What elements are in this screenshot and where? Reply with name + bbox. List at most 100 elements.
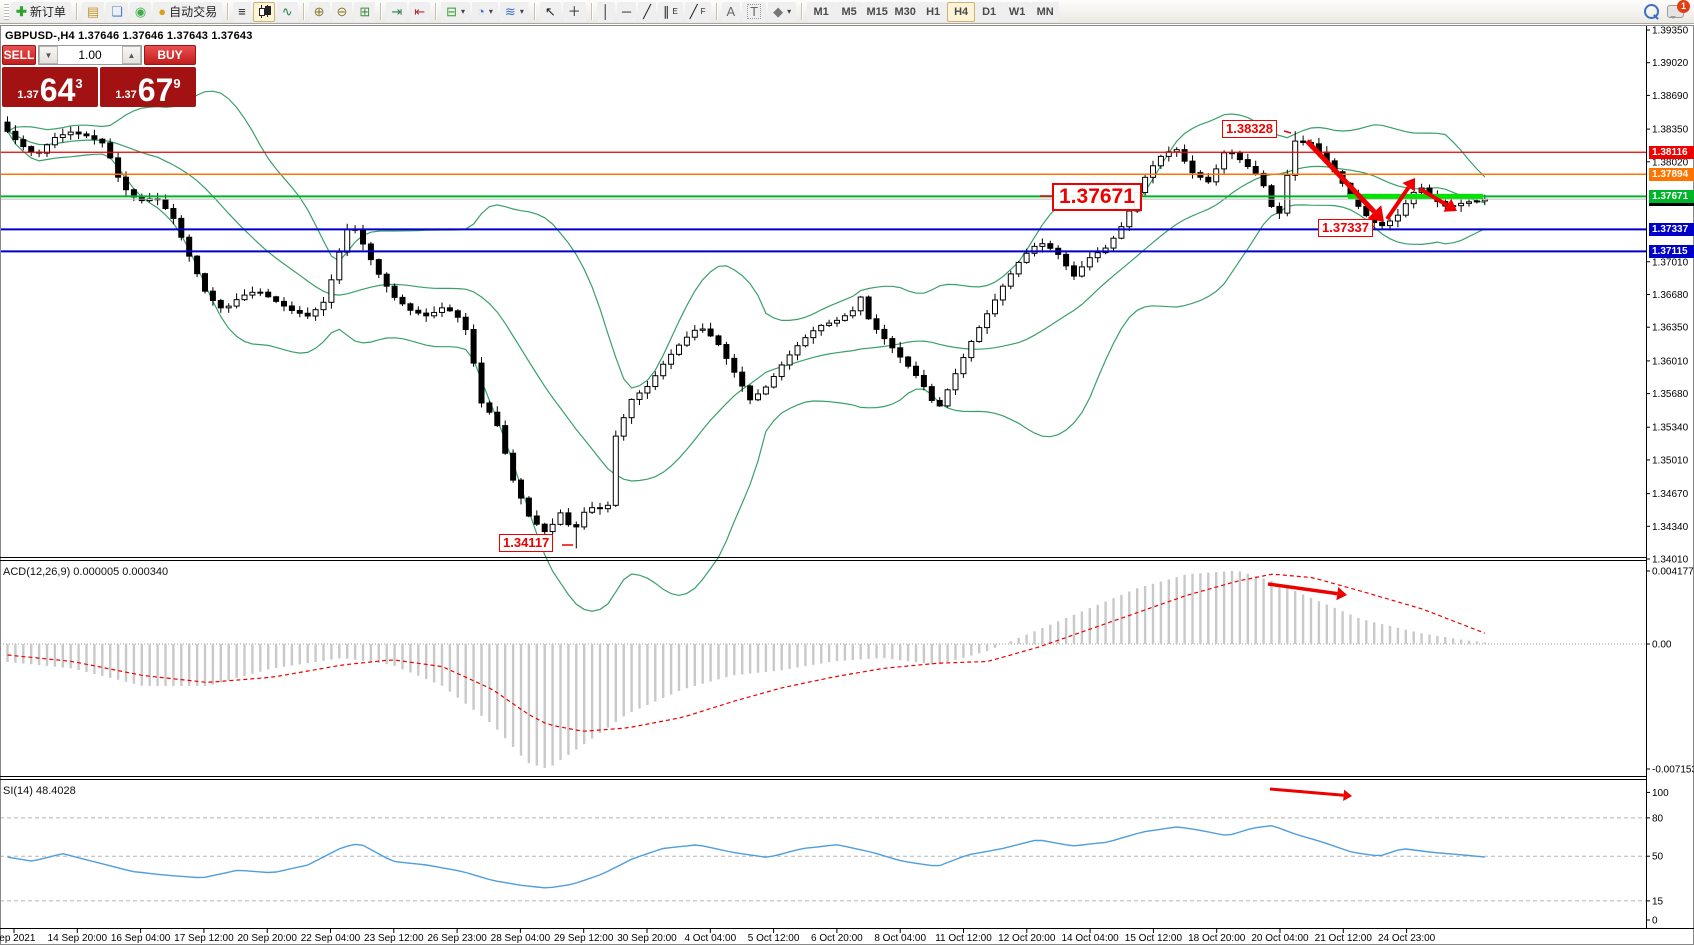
chat-icon[interactable]: 1 bbox=[1667, 0, 1690, 19]
zoom-in-icon: ⊕ bbox=[313, 4, 325, 19]
tab-timeframe-m30[interactable]: M30 bbox=[891, 1, 920, 22]
svg-text:-0.007153: -0.007153 bbox=[1652, 765, 1694, 776]
time-axis-label: 28 Sep 04:00 bbox=[491, 933, 551, 944]
annotation-swing-low-price[interactable]: 1.37337 bbox=[1318, 219, 1373, 237]
templates-button[interactable]: ⊟ ▾ bbox=[441, 1, 471, 22]
candlestick-chart-icon bbox=[258, 5, 271, 18]
volume-increase-button[interactable]: ▲ bbox=[122, 46, 141, 64]
data-window-button[interactable]: ❏ bbox=[106, 1, 128, 22]
sell-price-display[interactable]: 1.37 64 3 bbox=[2, 67, 98, 107]
svg-text:15: 15 bbox=[1652, 896, 1664, 907]
tab-timeframe-m15[interactable]: M15 bbox=[863, 1, 892, 22]
chart-shift-icon: ⇤ bbox=[414, 4, 426, 19]
svg-text:1.36350: 1.36350 bbox=[1652, 323, 1689, 334]
candlestick-chart-button[interactable] bbox=[252, 1, 275, 22]
bar-chart-button[interactable]: ≡ bbox=[233, 1, 251, 22]
time-axis-label: 20 Oct 04:00 bbox=[1251, 933, 1309, 944]
toolbar-right: 1 bbox=[1644, 0, 1690, 19]
annotation-low-price[interactable]: 1.34117 bbox=[499, 534, 554, 552]
separator bbox=[801, 3, 803, 20]
indicators-icon: ≋ bbox=[504, 4, 516, 19]
sell-button[interactable]: SELL bbox=[2, 45, 36, 65]
indicators-button[interactable]: ≋ ▾ bbox=[499, 1, 529, 22]
text-button[interactable]: A bbox=[721, 1, 741, 22]
tile-windows-button[interactable]: ⊞ bbox=[354, 1, 376, 22]
buy-button[interactable]: BUY bbox=[144, 45, 196, 65]
cursor-icon: ↖ bbox=[544, 4, 556, 19]
trendline-icon: ╱ bbox=[643, 4, 651, 19]
search-icon[interactable] bbox=[1644, 4, 1659, 19]
tab-timeframe-d1[interactable]: D1 bbox=[975, 1, 1004, 22]
svg-text:100: 100 bbox=[1652, 788, 1669, 799]
tab-timeframe-w1[interactable]: W1 bbox=[1003, 1, 1032, 22]
pullback-down-arrow[interactable] bbox=[1418, 187, 1449, 207]
macd-signal-line bbox=[7, 573, 1486, 732]
tab-timeframe-m1[interactable]: M1 bbox=[807, 1, 836, 22]
notification-badge: 1 bbox=[1677, 0, 1690, 13]
svg-text:1.38690: 1.38690 bbox=[1652, 91, 1689, 102]
svg-text:1.39350: 1.39350 bbox=[1652, 26, 1689, 37]
svg-text:0: 0 bbox=[1652, 916, 1658, 927]
horizontal-line-button[interactable]: ─ bbox=[616, 1, 637, 22]
navigator-button[interactable]: ◉ bbox=[129, 1, 152, 22]
buy-price-sup: 9 bbox=[173, 76, 181, 91]
time-axis-label: 18 Oct 20:00 bbox=[1188, 933, 1246, 944]
buy-price-main: 67 bbox=[137, 72, 174, 108]
cursor-button[interactable]: ↖ bbox=[539, 1, 561, 22]
rsi-indicator-label: SI(14) 48.4028 bbox=[3, 785, 76, 797]
main-toolbar: ✚ 新订单 ▤ ❏ ◉ ● 自动交易 ≡ ∿ ⊕ ⊖ ⊞ ⇥ ⇤ ⊟ ▾ ◔ ▾ ≋… bbox=[0, 0, 1694, 24]
tab-timeframe-h1[interactable]: H1 bbox=[919, 1, 948, 22]
bollinger-lower-band bbox=[6, 130, 1486, 612]
svg-text:1.35340: 1.35340 bbox=[1652, 423, 1689, 434]
text-label-button[interactable]: T bbox=[742, 1, 767, 22]
time-axis-label: 22 Sep 04:00 bbox=[301, 933, 361, 944]
zoom-in-button[interactable]: ⊕ bbox=[308, 1, 330, 22]
tab-timeframe-m5[interactable]: M5 bbox=[835, 1, 864, 22]
equidistant-channel-button[interactable]: ∥ E bbox=[657, 1, 683, 22]
tab-timeframe-h4[interactable]: H4 bbox=[947, 1, 976, 22]
svg-text:1.34340: 1.34340 bbox=[1652, 522, 1689, 533]
price-level-label: 1.38116 bbox=[1649, 146, 1694, 159]
arrows-button[interactable]: ◆ ▾ bbox=[768, 1, 797, 22]
svg-text:1.38020: 1.38020 bbox=[1652, 157, 1689, 168]
auto-scroll-button[interactable]: ⇥ bbox=[386, 1, 408, 22]
sell-price-sup: 3 bbox=[75, 76, 83, 91]
separator bbox=[533, 3, 535, 20]
periods-button[interactable]: ◔ ▾ bbox=[472, 1, 498, 22]
chevron-down-icon: ▾ bbox=[488, 7, 493, 16]
periods-clock-icon: ◔ bbox=[477, 4, 485, 19]
fibonacci-button[interactable]: ╱ F bbox=[684, 1, 711, 22]
chevron-down-icon: ▾ bbox=[461, 7, 466, 16]
volume-decrease-button[interactable]: ▼ bbox=[39, 46, 58, 64]
toolbar-grip[interactable] bbox=[4, 3, 9, 20]
volume-stepper: ▼ 1.00 ▲ bbox=[38, 45, 142, 65]
rsi-direction-arrow[interactable] bbox=[1269, 787, 1344, 797]
line-chart-icon: ∿ bbox=[281, 4, 293, 19]
zoom-out-button[interactable]: ⊖ bbox=[331, 1, 353, 22]
annotation-high-price[interactable]: 1.38328 bbox=[1222, 120, 1277, 138]
bounce-up-arrow[interactable] bbox=[1385, 186, 1411, 221]
axes-layer: 1.393501.390201.386901.383501.380201.370… bbox=[0, 25, 1694, 945]
annotation-mid-price[interactable]: 1.37671 bbox=[1052, 183, 1142, 211]
line-chart-button[interactable]: ∿ bbox=[276, 1, 298, 22]
market-watch-button[interactable]: ▤ bbox=[81, 1, 105, 22]
volume-value[interactable]: 1.00 bbox=[78, 48, 102, 62]
data-window-icon: ❏ bbox=[111, 4, 123, 19]
autotrading-button[interactable]: ● 自动交易 bbox=[153, 1, 223, 22]
buy-price-display[interactable]: 1.37 67 9 bbox=[100, 67, 196, 107]
trendline-button[interactable]: ╱ bbox=[638, 1, 656, 22]
svg-text:0.00: 0.00 bbox=[1652, 640, 1672, 651]
crosshair-button[interactable]: ＋ bbox=[562, 1, 586, 22]
sell-price-main: 64 bbox=[39, 72, 76, 108]
time-axis-label: Sep 2021 bbox=[0, 933, 36, 944]
vertical-line-button[interactable]: │ bbox=[596, 1, 615, 22]
new-order-button[interactable]: ✚ 新订单 bbox=[11, 1, 71, 22]
tab-timeframe-mn[interactable]: MN bbox=[1031, 1, 1060, 22]
separator bbox=[227, 3, 229, 20]
time-axis-label: 8 Oct 04:00 bbox=[874, 933, 926, 944]
chart-shift-button[interactable]: ⇤ bbox=[409, 1, 431, 22]
down-impulse-arrow[interactable] bbox=[1305, 139, 1377, 214]
macd-direction-arrow[interactable] bbox=[1267, 582, 1338, 596]
navigator-icon: ◉ bbox=[134, 4, 147, 19]
